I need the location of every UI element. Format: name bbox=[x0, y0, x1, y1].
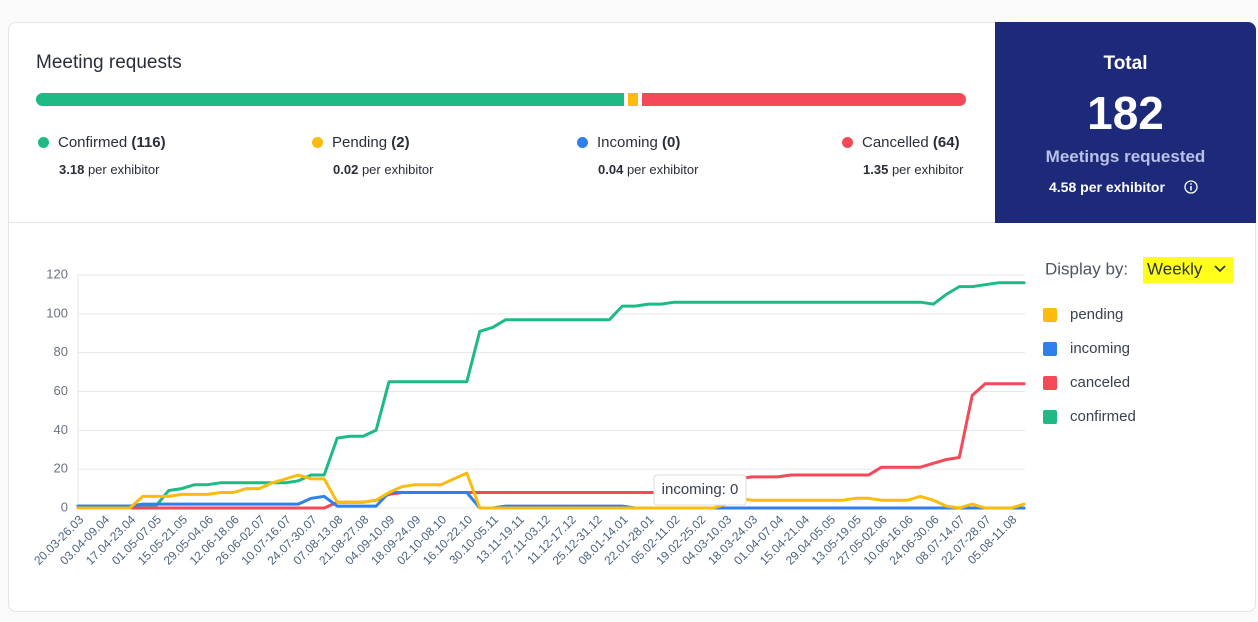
rate: 0.02 bbox=[333, 162, 359, 177]
y-tick-label: 120 bbox=[46, 266, 68, 281]
legend-swatch bbox=[1043, 342, 1057, 356]
legend-item: Confirmed (116) bbox=[38, 134, 166, 151]
rate-unit: per exhibitor bbox=[87, 162, 160, 177]
total-title: Total bbox=[1103, 53, 1148, 74]
legend-dot bbox=[312, 137, 323, 148]
display-label: Display by: bbox=[1045, 259, 1128, 278]
total-rate-line: 4.58 per exhibitor bbox=[1049, 179, 1165, 195]
legend-item: Cancelled (64) bbox=[842, 134, 960, 151]
legend-swatch bbox=[1043, 376, 1057, 390]
legend-label: confirmed bbox=[1070, 408, 1136, 425]
summary-title: Meeting requests bbox=[36, 52, 182, 73]
legend-count: (116) bbox=[131, 134, 166, 151]
tooltip-text: incoming: 0 bbox=[662, 481, 739, 498]
legend-label: canceled bbox=[1070, 374, 1130, 391]
legend-item: Incoming (0) bbox=[577, 134, 680, 151]
divider bbox=[9, 222, 995, 223]
rate-line: 0.02 per exhibitor bbox=[333, 162, 433, 177]
rate-unit: per exhibitor bbox=[891, 162, 964, 177]
rate: 0.04 bbox=[598, 162, 624, 177]
y-tick-label: 20 bbox=[54, 461, 68, 476]
legend-label: Confirmed bbox=[58, 134, 128, 151]
total-value: 182 bbox=[1087, 87, 1164, 139]
legend-label: Cancelled bbox=[862, 134, 929, 151]
series-line bbox=[76, 281, 1026, 508]
tooltip-box bbox=[653, 474, 747, 506]
legend-label: pending bbox=[1070, 306, 1123, 323]
series-line bbox=[76, 471, 1026, 510]
legend-dot bbox=[38, 137, 49, 148]
y-tick-label: 100 bbox=[46, 305, 68, 320]
total-label: Meetings requested bbox=[1045, 147, 1206, 166]
legend-dot bbox=[577, 137, 588, 148]
legend-swatch bbox=[1043, 308, 1057, 322]
legend-dot bbox=[842, 137, 853, 148]
total-rate-unit: per exhibitor bbox=[1080, 179, 1165, 195]
info-icon[interactable] bbox=[1184, 180, 1198, 194]
total-rate: 4.58 bbox=[1049, 179, 1077, 195]
rate-unit: per exhibitor bbox=[361, 162, 434, 177]
total-panel: Total 182 Meetings requested 4.58 per ex… bbox=[995, 22, 1256, 223]
y-tick-label: 60 bbox=[54, 383, 68, 398]
y-tick-label: 80 bbox=[54, 344, 68, 359]
rate-line: 3.18 per exhibitor bbox=[59, 162, 159, 177]
rate-line: 1.35 per exhibitor bbox=[863, 162, 963, 177]
legend-count: (2) bbox=[391, 134, 410, 151]
rate-unit: per exhibitor bbox=[626, 162, 699, 177]
legend-item: Pending (2) bbox=[312, 134, 410, 151]
rate: 1.35 bbox=[863, 162, 889, 177]
rate-line: 0.04 per exhibitor bbox=[598, 162, 698, 177]
bar-segment bbox=[36, 93, 624, 106]
progress-bar bbox=[36, 93, 966, 106]
series-line bbox=[76, 491, 1026, 510]
dropdown-chevron[interactable] bbox=[1214, 265, 1226, 273]
legend-count: (64) bbox=[932, 134, 960, 151]
legend-label: Pending bbox=[332, 134, 388, 151]
legend-label: incoming bbox=[1070, 340, 1130, 357]
display-value[interactable]: Weekly bbox=[1147, 259, 1203, 278]
y-tick-label: 40 bbox=[54, 422, 68, 437]
legend-swatch bbox=[1043, 410, 1057, 424]
legend-count: (0) bbox=[662, 134, 681, 151]
bar-segment bbox=[641, 93, 966, 106]
rate: 3.18 bbox=[59, 162, 85, 177]
bar-segment bbox=[627, 93, 638, 106]
legend-label: Incoming bbox=[597, 134, 658, 151]
series-line bbox=[76, 382, 1026, 510]
y-tick-label: 0 bbox=[61, 499, 68, 514]
